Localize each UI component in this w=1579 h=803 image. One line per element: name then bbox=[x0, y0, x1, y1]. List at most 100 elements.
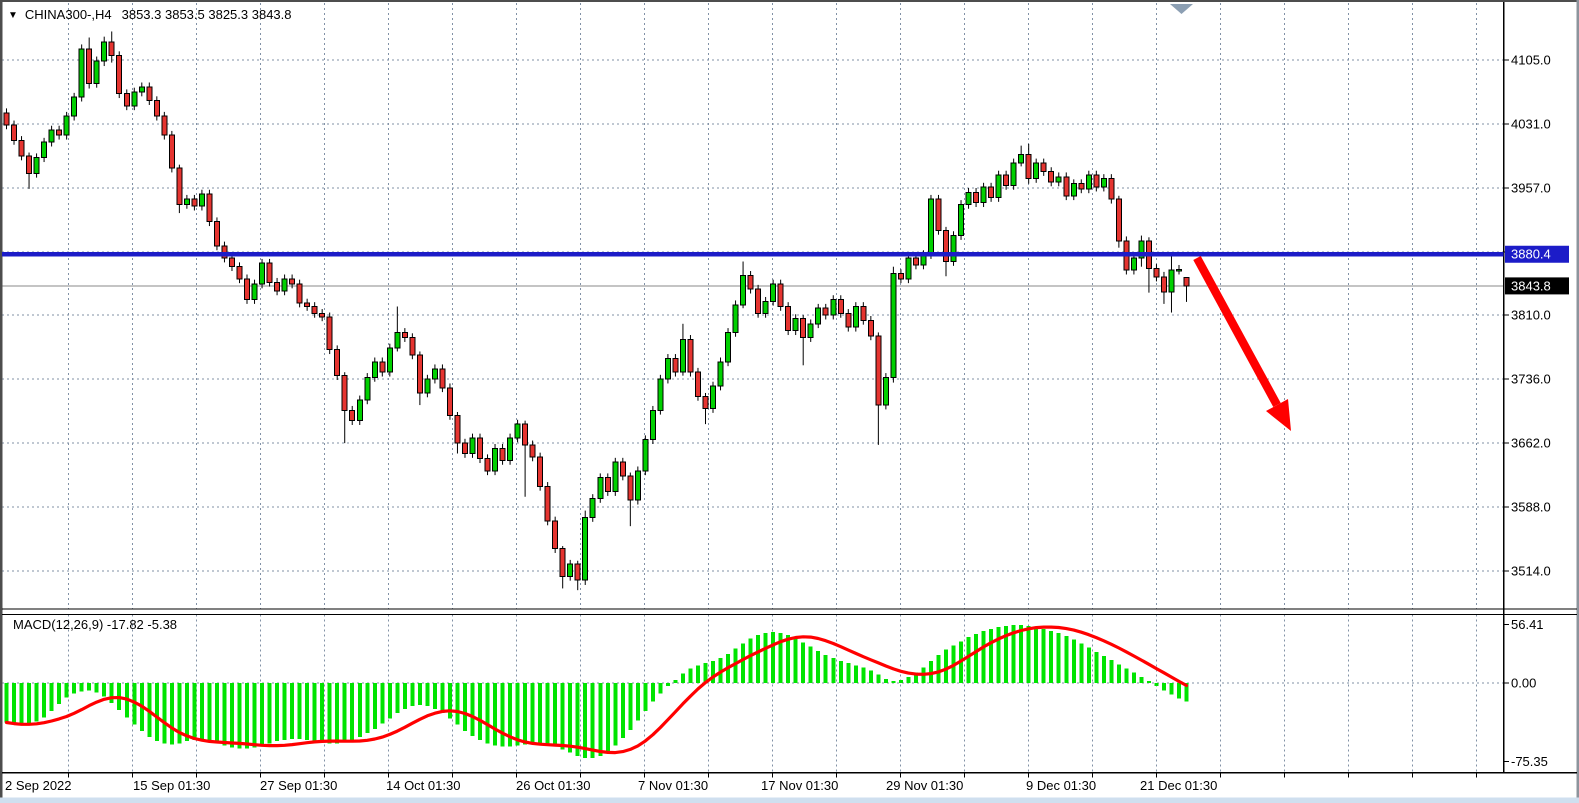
candle bbox=[484, 454, 491, 476]
window-border-top bbox=[0, 0, 1579, 2]
candle bbox=[461, 438, 468, 458]
macd-histogram-bar bbox=[335, 683, 340, 744]
macd-histogram-bar bbox=[523, 683, 528, 745]
time-axis-label: 26 Oct 01:30 bbox=[516, 778, 590, 793]
candle bbox=[1168, 252, 1175, 313]
candle-body-bull bbox=[63, 115, 70, 136]
candle bbox=[807, 319, 814, 342]
candle-body-bull bbox=[1138, 240, 1145, 259]
macd-histogram-bar bbox=[402, 683, 407, 709]
candle bbox=[1153, 264, 1160, 282]
candle bbox=[469, 433, 476, 458]
candle-body-bear bbox=[228, 257, 235, 268]
candle-body-bear bbox=[168, 134, 175, 169]
price-axis-label: 3736.0 bbox=[1511, 372, 1551, 387]
candle-body-bull bbox=[657, 378, 664, 411]
macd-histogram-bar bbox=[12, 683, 17, 725]
macd-histogram-bar bbox=[643, 683, 648, 712]
macd-axis-label: 56.41 bbox=[1511, 617, 1544, 632]
time-axis-label: 21 Dec 01:30 bbox=[1140, 778, 1217, 793]
price-badge-hline-text: 3880.4 bbox=[1511, 247, 1551, 262]
candle bbox=[183, 194, 190, 209]
candle bbox=[416, 351, 423, 406]
macd-histogram-bar bbox=[184, 683, 189, 742]
price-axis-label: 3810.0 bbox=[1511, 308, 1551, 323]
macd-histogram-bar bbox=[1004, 625, 1009, 683]
candle-body-bull bbox=[589, 497, 596, 519]
candle-body-bull bbox=[958, 203, 965, 237]
candle-body-bear bbox=[499, 447, 506, 461]
candle bbox=[897, 269, 904, 284]
macd-pane[interactable] bbox=[4, 624, 1189, 758]
candle-body-bear bbox=[785, 305, 792, 332]
candle-body-bear bbox=[454, 414, 461, 444]
candle-body-bear bbox=[416, 354, 423, 394]
candle bbox=[822, 303, 829, 320]
candle-body-bull bbox=[41, 141, 48, 159]
macd-histogram-bar bbox=[658, 683, 663, 694]
candle bbox=[146, 82, 153, 105]
price-axis[interactable]: 4105.04031.03957.03883.03810.03736.03662… bbox=[1503, 53, 1551, 769]
macd-histogram-bar bbox=[109, 683, 114, 703]
candle bbox=[995, 170, 1002, 202]
candle-body-bear bbox=[619, 461, 626, 477]
macd-histogram-bar bbox=[27, 683, 32, 725]
macd-histogram-bar bbox=[1184, 683, 1189, 702]
candle-body-bear bbox=[837, 299, 844, 314]
candle-body-bull bbox=[492, 447, 499, 472]
candle bbox=[1138, 235, 1145, 267]
candle-body-bear bbox=[161, 115, 168, 136]
candle-body-bear bbox=[206, 193, 213, 223]
macd-histogram-bar bbox=[741, 643, 746, 683]
candle bbox=[694, 367, 701, 401]
candle-body-bull bbox=[664, 357, 671, 380]
macd-histogram-bar bbox=[838, 661, 843, 683]
candle bbox=[552, 516, 559, 553]
candle bbox=[1055, 172, 1062, 187]
candle-body-bull bbox=[852, 305, 859, 328]
candle bbox=[1078, 179, 1085, 194]
candle bbox=[296, 279, 303, 308]
macd-histogram-bar bbox=[380, 683, 385, 724]
macd-histogram-bar bbox=[222, 683, 227, 746]
candle-body-bear bbox=[3, 112, 10, 126]
macd-histogram-bar bbox=[192, 683, 197, 741]
candle bbox=[138, 82, 145, 97]
price-axis-label: 3662.0 bbox=[1511, 436, 1551, 451]
macd-histogram-bar bbox=[1034, 626, 1039, 683]
candle bbox=[800, 315, 807, 366]
macd-histogram-bar bbox=[688, 668, 693, 683]
time-axis[interactable]: 2 Sep 2022 15 Sep 01:30 27 Sep 01:30 14 Oct… bbox=[5, 773, 1477, 793]
candle bbox=[1175, 264, 1182, 275]
candle-body-bear bbox=[274, 281, 281, 292]
candle-body-bear bbox=[747, 274, 754, 290]
macd-histogram-bar bbox=[883, 678, 888, 683]
candle bbox=[364, 373, 371, 405]
macd-histogram-bar bbox=[823, 654, 828, 683]
candle bbox=[582, 510, 589, 585]
candle-body-bull bbox=[567, 563, 574, 577]
price-badge-hline: 3880.4 bbox=[1505, 245, 1569, 263]
symbol-dropdown-icon[interactable]: ▼ bbox=[8, 10, 18, 21]
candle-body-bull bbox=[1010, 162, 1017, 186]
macd-histogram-bar bbox=[252, 683, 257, 748]
trend-arrow-object[interactable] bbox=[1193, 255, 1291, 431]
candle-body-bear bbox=[559, 548, 566, 577]
price-pane[interactable] bbox=[3, 31, 1190, 591]
macd-histogram-bar bbox=[1116, 664, 1121, 683]
horizontal-line-object[interactable] bbox=[2, 251, 1504, 257]
time-axis-label: 2 Sep 2022 bbox=[5, 778, 72, 793]
candle-body-bull bbox=[1070, 183, 1077, 197]
macd-histogram-bar bbox=[440, 683, 445, 714]
candle bbox=[1115, 195, 1122, 248]
macd-histogram-bar bbox=[891, 680, 896, 683]
macd-histogram-bar bbox=[853, 665, 858, 683]
chart-shift-marker[interactable] bbox=[1170, 4, 1193, 14]
macd-histogram-bar bbox=[57, 683, 62, 704]
macd-histogram-bar bbox=[996, 626, 1001, 683]
candle-body-bear bbox=[627, 475, 634, 501]
macd-histogram-bar bbox=[372, 683, 377, 729]
candle bbox=[905, 253, 912, 284]
macd-histogram-bar bbox=[1169, 683, 1174, 695]
